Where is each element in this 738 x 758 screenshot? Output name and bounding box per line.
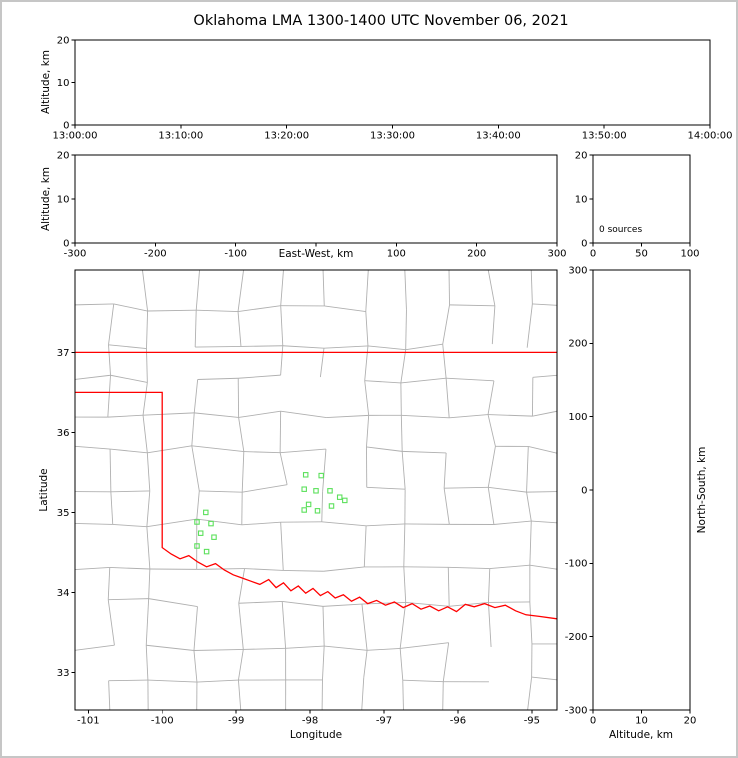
x-tick-label: -99 (228, 716, 244, 727)
y-tick-label: 20 (57, 35, 70, 46)
y-tick-label: 100 (568, 412, 587, 423)
x-tick-label: 0 (590, 249, 596, 260)
map-xlabel: Longitude (289, 729, 343, 741)
station-marker (318, 472, 324, 479)
y-tick-label: 35 (57, 508, 70, 519)
county-lines (75, 270, 557, 710)
x-tick-label: 13:30:00 (370, 131, 415, 142)
time-height-ylabel: Altitude, km (40, 49, 52, 115)
station-marker (327, 488, 333, 494)
x-tick-label: 13:40:00 (476, 131, 521, 142)
y-tick-label: -200 (565, 632, 588, 643)
y-tick-label: -300 (565, 705, 588, 716)
lma-stations (194, 472, 348, 555)
y-tick-label: 0 (581, 238, 587, 249)
y-tick-label: 300 (568, 265, 587, 276)
y-tick-label: 10 (57, 194, 70, 205)
station-marker (211, 534, 217, 540)
ew-xlabel: East-West, km (278, 248, 354, 260)
station-marker (328, 503, 335, 509)
sources-count-annotation: 0 sources (599, 225, 643, 235)
y-tick-label: 33 (57, 668, 70, 679)
station-marker (302, 472, 309, 478)
x-tick-label: 10 (635, 716, 648, 727)
station-marker (342, 497, 348, 504)
station-marker (305, 501, 312, 508)
map-ylabel: Latitude (38, 468, 50, 512)
station-marker (301, 507, 307, 513)
x-tick-label: 13:00:00 (53, 131, 98, 142)
station-marker (197, 530, 204, 536)
y-tick-label: 10 (575, 194, 588, 205)
panel-ns-height (592, 269, 691, 711)
ns-ylabel: North-South, km (696, 446, 708, 534)
station-marker (194, 519, 200, 525)
x-tick-label: 20 (684, 716, 697, 727)
x-tick-label: -100 (224, 249, 247, 260)
x-tick-label: 100 (680, 249, 699, 260)
x-tick-label: 100 (387, 249, 406, 260)
x-tick-label: -98 (302, 716, 318, 727)
x-tick-label: 13:20:00 (264, 131, 309, 142)
y-tick-label: 0 (581, 485, 587, 496)
x-tick-label: -97 (376, 716, 392, 727)
station-marker (194, 543, 200, 549)
station-marker (313, 488, 319, 494)
y-tick-label: -100 (565, 559, 588, 570)
y-tick-label: 34 (57, 588, 70, 599)
ew-height-ylabel: Altitude, km (40, 166, 52, 232)
station-marker (301, 486, 307, 492)
y-tick-label: 36 (57, 428, 70, 439)
y-tick-label: 0 (63, 120, 69, 131)
ns-xlabel: Altitude, km (608, 729, 674, 741)
panel-ew-height (74, 154, 558, 244)
x-tick-label: 0 (590, 716, 596, 727)
y-tick-label: 20 (575, 150, 588, 161)
y-tick-label: 37 (57, 348, 70, 359)
x-tick-label: -300 (64, 249, 87, 260)
x-tick-label: -200 (144, 249, 167, 260)
panel-map (74, 269, 558, 711)
y-tick-label: 20 (57, 150, 70, 161)
x-tick-label: 13:10:00 (158, 131, 203, 142)
x-tick-label: 13:50:00 (582, 131, 627, 142)
x-tick-label: -96 (450, 716, 466, 727)
x-tick-label: 200 (467, 249, 486, 260)
x-tick-label: 14:00:00 (688, 131, 733, 142)
y-tick-label: 200 (568, 339, 587, 350)
x-tick-label: -101 (77, 716, 100, 727)
station-marker (203, 548, 210, 555)
y-tick-label: 10 (57, 78, 70, 89)
station-marker (208, 520, 214, 527)
panel-time-height (74, 39, 711, 126)
station-marker (314, 508, 321, 514)
x-tick-label: -95 (524, 716, 540, 727)
x-tick-label: -100 (151, 716, 174, 727)
figure-title: Oklahoma LMA 1300-1400 UTC November 06, … (193, 13, 569, 29)
state-border (75, 391, 557, 620)
x-tick-label: 50 (635, 249, 648, 260)
y-tick-label: 0 (63, 238, 69, 249)
map-layers (75, 270, 557, 710)
x-tick-label: 300 (547, 249, 566, 260)
station-marker (203, 509, 209, 516)
station-marker (336, 494, 343, 500)
